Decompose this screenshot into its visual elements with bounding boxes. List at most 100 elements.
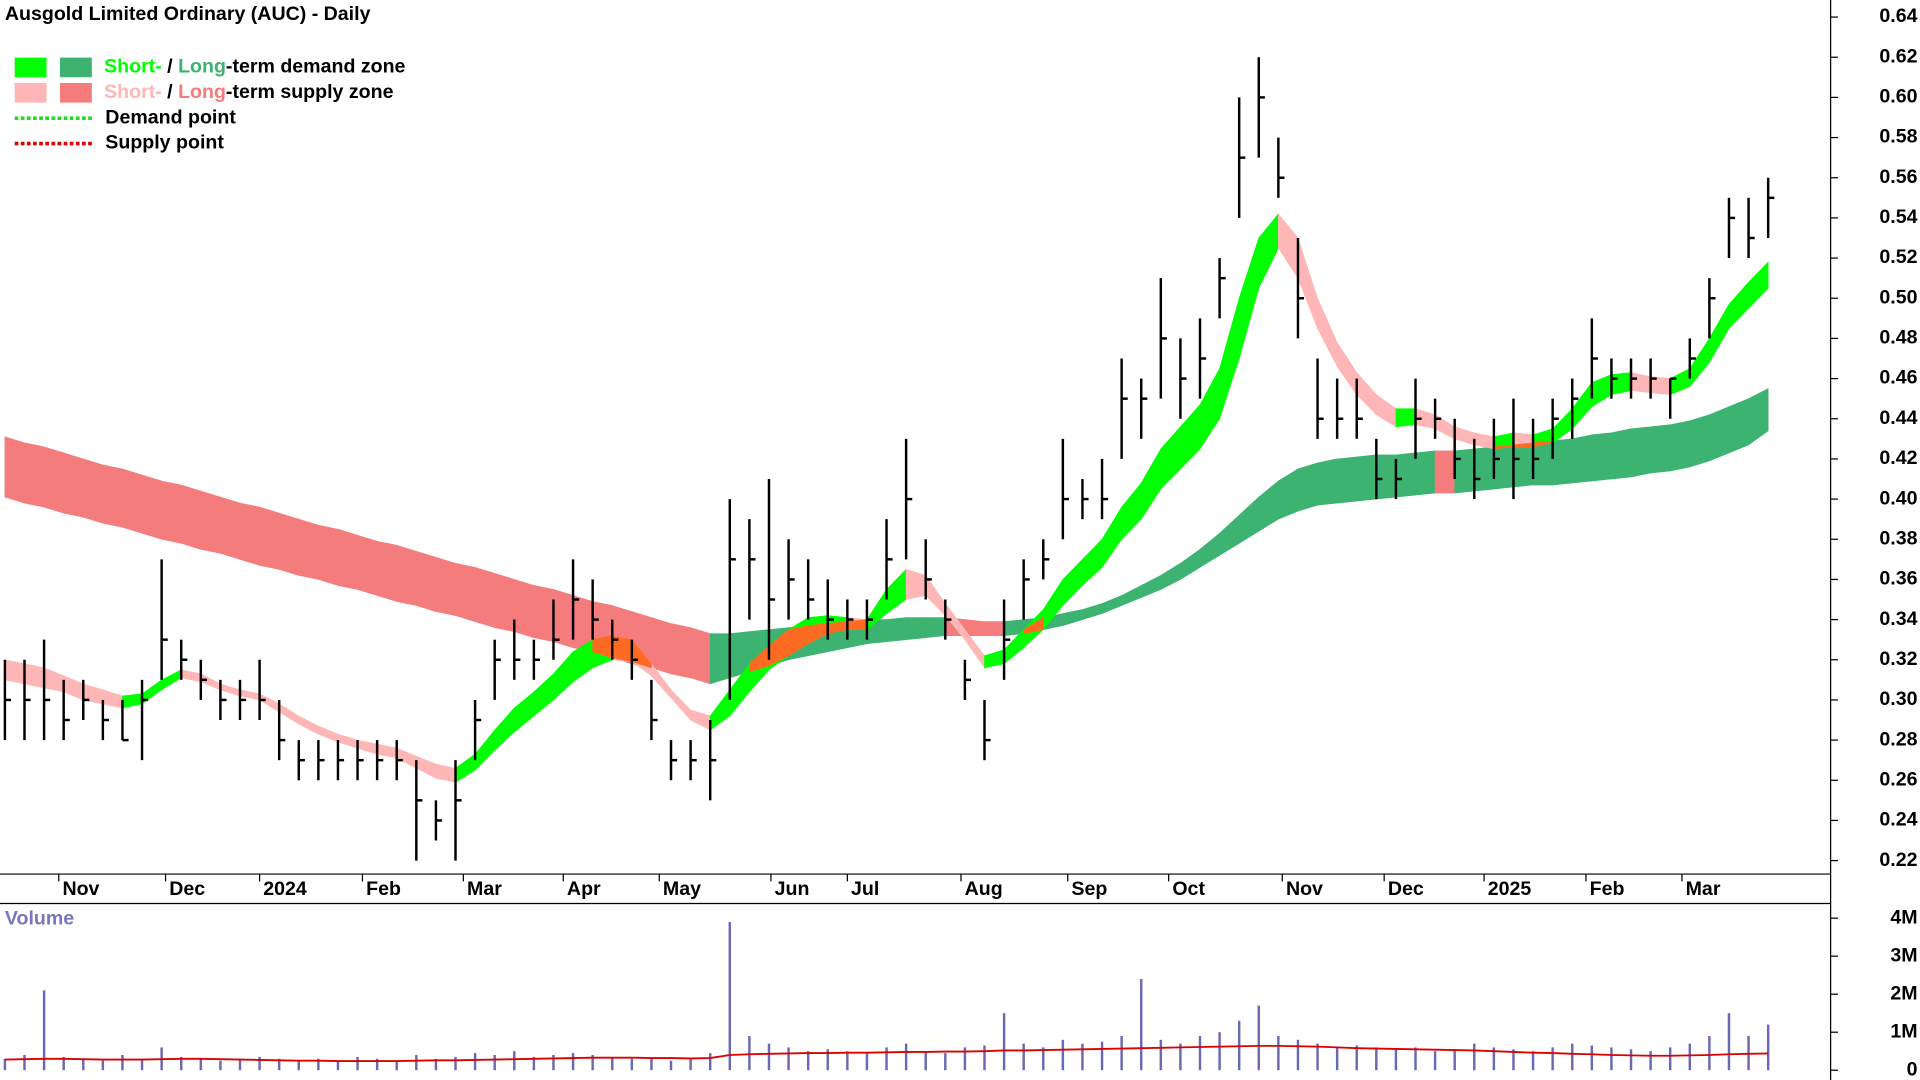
y-tick-label: 0.46 xyxy=(1879,367,1917,389)
long-term-zone xyxy=(43,446,64,514)
y-tick-label: 0.34 xyxy=(1879,608,1917,630)
volume-bar xyxy=(62,1056,65,1071)
volume-bar xyxy=(591,1054,594,1071)
long-term-zone xyxy=(1728,398,1749,454)
volume-bar xyxy=(1100,1041,1104,1071)
long-term-zone xyxy=(1591,432,1612,482)
long-term-zone xyxy=(318,524,339,586)
long-term-zone xyxy=(102,464,123,528)
x-tick-label: May xyxy=(663,878,701,900)
long-term-zone xyxy=(513,579,535,639)
legend-text: -term demand zone xyxy=(226,56,406,78)
volume-bar xyxy=(728,921,732,1071)
long-term-zone xyxy=(1454,448,1475,494)
volume-bar xyxy=(1551,1047,1554,1071)
volume-bar xyxy=(199,1058,203,1071)
long-term-zone xyxy=(1434,450,1455,494)
y-tick-label: 4M xyxy=(1890,906,1917,928)
volume-bar xyxy=(1668,1047,1672,1071)
volume-bar xyxy=(983,1045,986,1071)
x-tick-label: Feb xyxy=(366,878,401,900)
x-tick-label: Aug xyxy=(965,878,1003,900)
y-tick-label: 0.58 xyxy=(1879,126,1917,148)
y-tick-label: 0.22 xyxy=(1879,849,1917,871)
volume-bar xyxy=(1061,1039,1065,1071)
volume-bar xyxy=(297,1060,300,1071)
long-term-zone xyxy=(474,566,495,629)
long-term-zone xyxy=(63,452,84,518)
long-term-zone xyxy=(239,502,260,566)
x-tick-label: Mar xyxy=(1686,878,1721,900)
volume-bar xyxy=(1140,978,1143,1071)
long-term-zone xyxy=(416,550,437,612)
overlap-zone xyxy=(847,619,868,630)
volume-bar xyxy=(1022,1043,1025,1071)
volume-bar xyxy=(1277,1035,1280,1071)
volume-bar xyxy=(1512,1049,1515,1071)
legend-swatch xyxy=(14,82,47,103)
long-term-zone xyxy=(1415,450,1436,496)
legend-text: / xyxy=(162,56,178,78)
volume-bar xyxy=(1335,1047,1339,1071)
volume-bar xyxy=(806,1051,810,1071)
volume-bar xyxy=(571,1053,575,1071)
x-tick-label: Jul xyxy=(851,878,879,900)
short-term-zone xyxy=(24,663,45,689)
y-tick-label: 0.50 xyxy=(1879,286,1917,308)
plot xyxy=(3,57,1775,1071)
volume-bar xyxy=(689,1058,692,1071)
volume-bar xyxy=(532,1056,536,1071)
y-tick-label: 0.30 xyxy=(1879,688,1917,710)
long-term-zone xyxy=(1297,462,1318,512)
volume-bar xyxy=(1394,1049,1398,1071)
long-term-zone xyxy=(533,585,554,643)
y-tick-label: 0.48 xyxy=(1879,327,1917,349)
volume-bar xyxy=(767,1043,771,1071)
long-term-zone xyxy=(1689,414,1710,468)
legend-label: Short- / Long-term demand zone xyxy=(104,56,405,78)
volume-bar xyxy=(748,1035,751,1071)
volume-bar xyxy=(258,1056,261,1071)
y-tick-label: 1M xyxy=(1890,1020,1917,1042)
volume-bar xyxy=(552,1054,555,1071)
long-term-zone xyxy=(1395,452,1416,498)
volume-bar xyxy=(1649,1051,1652,1071)
long-term-zone xyxy=(24,442,45,508)
y-tick-label: 0.44 xyxy=(1879,407,1917,429)
volume-bar xyxy=(238,1058,242,1071)
volume-bar xyxy=(708,1053,712,1071)
long-term-zone xyxy=(220,496,241,560)
legend-text: / xyxy=(162,81,178,103)
volume-bar xyxy=(415,1054,418,1071)
volume-bar xyxy=(23,1054,26,1071)
volume-bar xyxy=(317,1058,320,1071)
volume-bar xyxy=(473,1053,477,1071)
volume-bar xyxy=(356,1056,359,1071)
volume-bar xyxy=(1610,1047,1613,1071)
y-tick-label: 0 xyxy=(1907,1058,1918,1080)
long-term-zone xyxy=(376,540,398,602)
volume-bar xyxy=(1296,1039,1300,1071)
x-tick-label: 2025 xyxy=(1488,878,1532,900)
legend-swatch xyxy=(60,57,92,78)
long-term-zone xyxy=(651,617,672,675)
volume-bar xyxy=(1002,1013,1006,1071)
volume-bar xyxy=(1629,1049,1633,1071)
legend-label: Demand point xyxy=(105,106,236,128)
long-term-zone xyxy=(1709,406,1730,462)
volume-bar xyxy=(454,1056,457,1071)
long-term-zone xyxy=(82,458,104,524)
volume-bar xyxy=(630,1058,634,1071)
volume-bar xyxy=(865,1053,869,1071)
long-term-zone xyxy=(180,484,202,550)
volume-bar xyxy=(277,1058,281,1071)
y-tick-label: 0.64 xyxy=(1879,5,1917,27)
x-tick-label: Dec xyxy=(1388,878,1424,900)
volume-bar xyxy=(101,1060,105,1071)
long-term-zone xyxy=(122,468,143,534)
long-term-zone xyxy=(1669,420,1691,472)
volume-bar xyxy=(846,1051,849,1071)
x-tick-label: Nov xyxy=(62,878,99,900)
long-term-zone xyxy=(1493,444,1514,490)
volume-bar xyxy=(1042,1047,1045,1071)
